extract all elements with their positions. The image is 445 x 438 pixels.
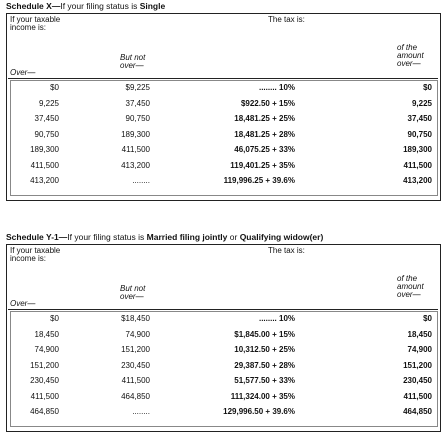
title-segment: Qualifying widow(er) (239, 232, 324, 242)
cell: 90,750 (125, 114, 150, 123)
cell: 413,200 (30, 176, 59, 185)
header-of-amount: over— (397, 59, 421, 68)
cell: 464,850 (403, 407, 432, 416)
header-tax: The tax is: (268, 246, 305, 255)
header-of-amount: over— (397, 290, 421, 299)
cell: 189,300 (121, 129, 150, 139)
cell: 151,200 (403, 360, 432, 370)
cell: 74,900 (34, 345, 59, 354)
cell: 119,996.25 + 39.6% (223, 176, 295, 185)
rows-box (10, 311, 438, 427)
cell: $0 (50, 83, 59, 92)
cell: $922.50 + 15% (240, 98, 295, 108)
cell: 9,225 (411, 98, 432, 108)
header-of-amount: of the (397, 274, 418, 283)
cell: 119,401.25 + 35% (230, 160, 295, 170)
cell: 413,200 (403, 176, 432, 185)
header-income: income is: (10, 254, 47, 263)
cell: 411,500 (121, 145, 150, 154)
header-of-amount: amount (397, 282, 424, 291)
header-over: Over— (10, 68, 36, 77)
cell: 189,300 (403, 145, 432, 154)
cell: ........ 10% (258, 83, 295, 92)
cell: 111,324.00 + 35% (230, 391, 295, 401)
schedule-title: Schedule X—If your filing status is Sing… (6, 2, 165, 11)
header-of-amount: of the (397, 43, 418, 52)
cell: 464,850 (121, 391, 150, 401)
cell: 411,500 (403, 160, 432, 170)
cell: 90,750 (407, 129, 432, 139)
cell: ........ (132, 176, 150, 185)
cell: 411,500 (403, 391, 432, 401)
cell: 74,900 (407, 345, 432, 354)
cell: $1,845.00 + 15% (234, 329, 295, 339)
cell: 18,481.25 + 25% (234, 114, 295, 123)
cell: 189,300 (30, 145, 59, 154)
cell: 74,900 (125, 329, 150, 339)
header-income: income is: (10, 23, 47, 32)
title-segment: Single (139, 1, 166, 11)
cell: $0 (50, 314, 59, 323)
header-tax: The tax is: (268, 15, 305, 24)
schedule-box (6, 13, 441, 201)
cell: 464,850 (30, 407, 59, 416)
cell: 37,450 (34, 114, 59, 123)
header-income: If your taxable (10, 246, 61, 255)
title-segment: or (227, 232, 240, 242)
title-segment: If your filing status is (60, 1, 140, 11)
cell: 151,200 (121, 345, 150, 354)
rows-box (10, 80, 438, 196)
header-but-not-over: But not (120, 53, 146, 62)
cell: 230,450 (121, 360, 150, 370)
header-but-not-over: over— (120, 292, 144, 301)
cell: ........ (132, 407, 150, 416)
cell: 18,450 (34, 329, 59, 339)
title-segment: Schedule X— (6, 1, 61, 11)
title-segment: If your filing status is (67, 232, 147, 242)
header-rule (8, 78, 438, 79)
cell: 129,996.50 + 39.6% (223, 407, 295, 416)
header-of-amount: amount (397, 51, 424, 60)
cell: 411,500 (121, 376, 150, 385)
header-income: If your taxable (10, 15, 61, 24)
cell: ........ 10% (258, 314, 295, 323)
schedule-box (6, 244, 441, 432)
cell: 9,225 (38, 98, 59, 108)
cell: 151,200 (30, 360, 59, 370)
header-over: Over— (10, 299, 36, 308)
cell: 413,200 (121, 160, 150, 170)
cell: 411,500 (30, 391, 59, 401)
cell: 18,481.25 + 28% (234, 129, 295, 139)
cell: 230,450 (30, 376, 59, 385)
cell: 46,075.25 + 33% (234, 145, 295, 154)
cell: 18,450 (407, 329, 432, 339)
title-segment: Married filing jointly (146, 232, 228, 242)
cell: 37,450 (407, 114, 432, 123)
cell: 10,312.50 + 25% (234, 345, 295, 354)
cell: $18,450 (121, 314, 150, 323)
cell: 37,450 (125, 98, 150, 108)
title-segment: Schedule Y-1— (6, 232, 68, 242)
cell: 411,500 (30, 160, 59, 170)
header-rule (8, 309, 438, 310)
cell: $9,225 (125, 83, 150, 92)
schedule-title: Schedule Y-1—If your filing status is Ma… (6, 233, 323, 242)
cell: $0 (423, 314, 432, 323)
cell: 90,750 (34, 129, 59, 139)
cell: 51,577.50 + 33% (234, 376, 295, 385)
cell: $0 (423, 83, 432, 92)
header-but-not-over: over— (120, 61, 144, 70)
header-but-not-over: But not (120, 284, 146, 293)
cell: 29,387.50 + 28% (234, 360, 295, 370)
cell: 230,450 (403, 376, 432, 385)
